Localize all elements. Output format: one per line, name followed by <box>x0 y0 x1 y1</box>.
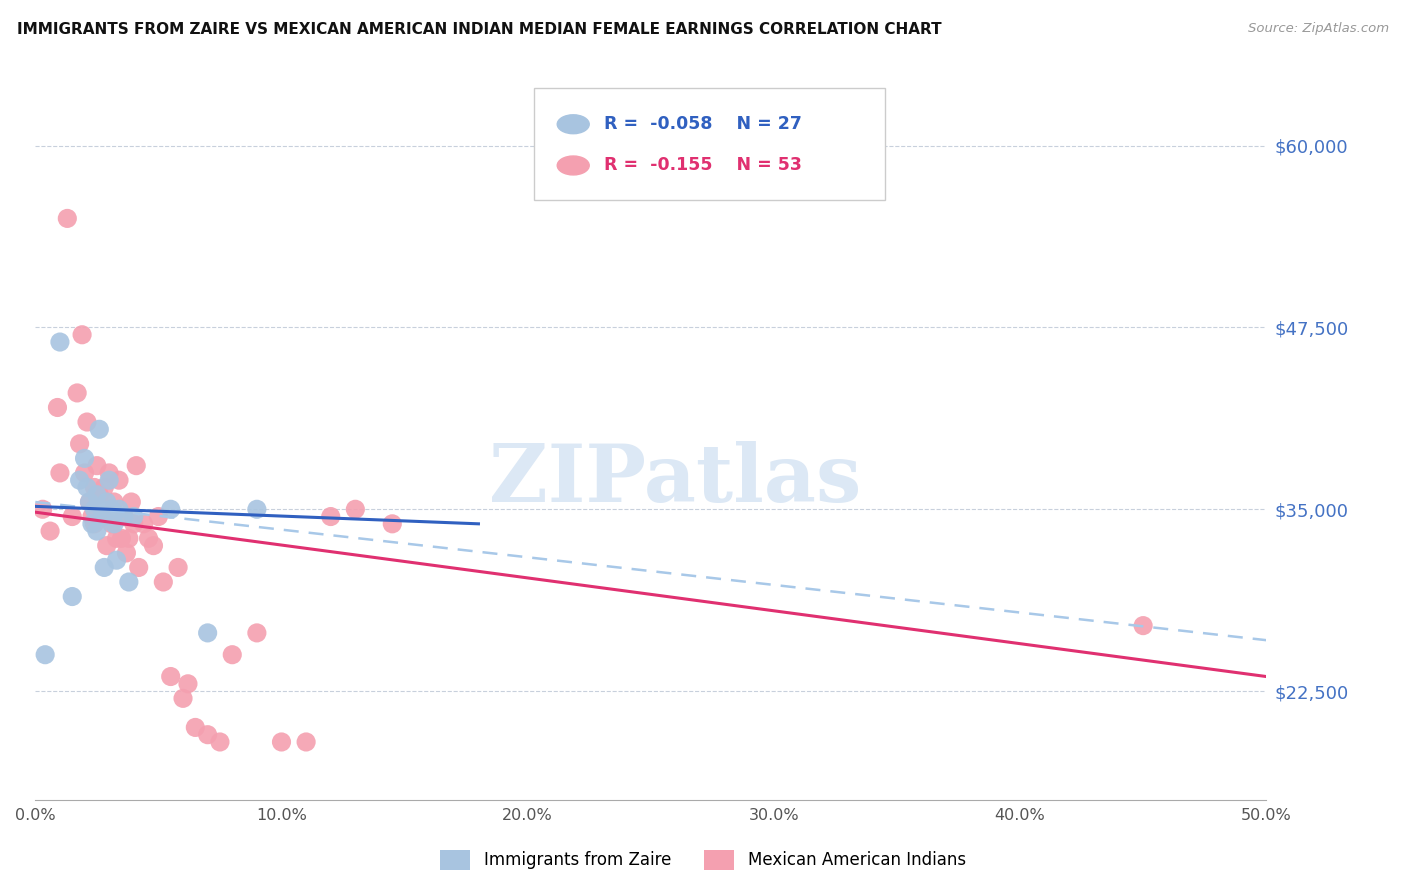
Point <box>172 691 194 706</box>
Point <box>270 735 292 749</box>
Point <box>83 502 105 516</box>
Point <box>90 502 112 516</box>
Point <box>83 480 105 494</box>
Point <box>122 509 145 524</box>
Point <box>108 473 131 487</box>
Point <box>100 516 122 531</box>
Point <box>100 502 122 516</box>
Point <box>118 574 141 589</box>
Point <box>110 532 132 546</box>
Point <box>83 516 105 531</box>
Point <box>128 560 150 574</box>
Point <box>132 516 155 531</box>
Point <box>103 516 125 531</box>
Point <box>79 495 101 509</box>
Point <box>167 560 190 574</box>
Point <box>197 728 219 742</box>
Point <box>112 509 135 524</box>
Point <box>108 502 131 516</box>
Point <box>69 437 91 451</box>
Point <box>159 502 181 516</box>
Point <box>60 590 83 604</box>
Point <box>89 488 111 502</box>
Point <box>319 509 342 524</box>
Point <box>98 466 121 480</box>
Text: R =  -0.155    N = 53: R = -0.155 N = 53 <box>605 156 801 175</box>
Point <box>86 524 108 538</box>
Point <box>1132 618 1154 632</box>
Circle shape <box>557 156 589 175</box>
Point <box>115 546 138 560</box>
Point <box>76 480 98 494</box>
Point <box>66 386 89 401</box>
Point <box>246 626 269 640</box>
Point <box>118 532 141 546</box>
Point <box>90 509 112 524</box>
Point <box>120 495 142 509</box>
Point <box>56 211 79 226</box>
Point <box>246 502 269 516</box>
Point <box>93 509 115 524</box>
Point <box>197 626 219 640</box>
Point <box>69 473 91 487</box>
Point <box>70 327 93 342</box>
Point <box>89 422 111 436</box>
Point <box>381 516 404 531</box>
Point <box>76 415 98 429</box>
Legend: Immigrants from Zaire, Mexican American Indians: Immigrants from Zaire, Mexican American … <box>433 843 973 877</box>
Point <box>177 677 200 691</box>
Point <box>73 466 96 480</box>
FancyBboxPatch shape <box>534 87 884 200</box>
Point <box>221 648 243 662</box>
Point <box>96 495 118 509</box>
Point <box>295 735 318 749</box>
Point <box>34 648 56 662</box>
Point <box>142 539 165 553</box>
Point <box>93 480 115 494</box>
Point <box>152 574 174 589</box>
Point <box>125 458 148 473</box>
Point <box>122 516 145 531</box>
Text: IMMIGRANTS FROM ZAIRE VS MEXICAN AMERICAN INDIAN MEDIAN FEMALE EARNINGS CORRELAT: IMMIGRANTS FROM ZAIRE VS MEXICAN AMERICA… <box>17 22 942 37</box>
Point <box>344 502 367 516</box>
Point <box>208 735 231 749</box>
Circle shape <box>557 115 589 134</box>
Point <box>73 451 96 466</box>
Point <box>184 721 207 735</box>
Point <box>39 524 62 538</box>
Point <box>79 495 101 509</box>
Point <box>96 539 118 553</box>
Point <box>98 473 121 487</box>
Point <box>138 532 160 546</box>
Point <box>86 488 108 502</box>
Point <box>31 502 53 516</box>
Point <box>93 560 115 574</box>
Point <box>148 509 170 524</box>
Text: R =  -0.058    N = 27: R = -0.058 N = 27 <box>605 115 801 133</box>
Point <box>105 532 128 546</box>
Point <box>49 466 72 480</box>
Point <box>103 495 125 509</box>
Text: ZIPatlas: ZIPatlas <box>489 442 862 519</box>
Point <box>80 509 103 524</box>
Point <box>86 458 108 473</box>
Point <box>159 669 181 683</box>
Text: Source: ZipAtlas.com: Source: ZipAtlas.com <box>1249 22 1389 36</box>
Point <box>60 509 83 524</box>
Point <box>49 334 72 349</box>
Point <box>46 401 69 415</box>
Point <box>105 553 128 567</box>
Point <box>80 516 103 531</box>
Point <box>112 509 135 524</box>
